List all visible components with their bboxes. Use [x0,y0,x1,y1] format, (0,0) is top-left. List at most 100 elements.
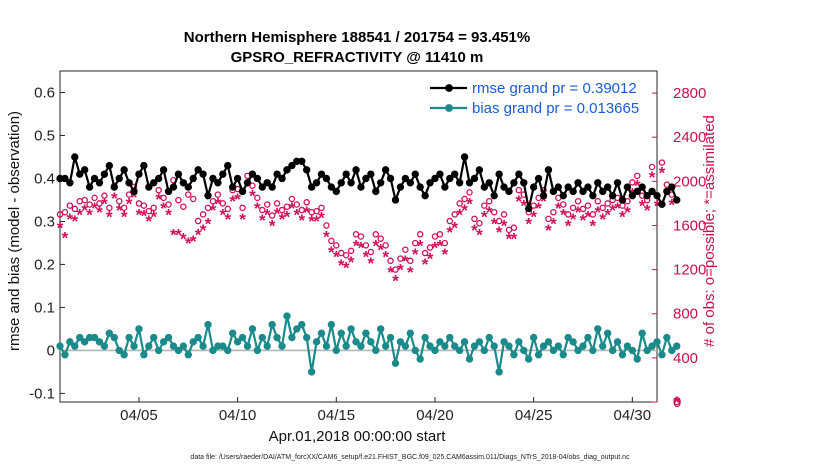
obs-assimilated-point: * [387,263,394,282]
bias-point [337,329,345,337]
obs-possible-point [239,204,246,212]
obs-possible-point [569,204,577,212]
obs-possible-point [658,159,666,166]
rmse-point [455,179,464,187]
obs-possible-point [106,204,113,212]
rmse-point [673,196,681,204]
rmse-point [653,191,661,200]
obs-assimilated-point: * [550,214,557,233]
rmse-point [219,170,227,178]
obs-possible-point [150,204,157,212]
obs-possible-point [402,246,409,253]
bias-point [90,333,99,342]
bias-point [263,342,271,350]
y-tick-label: 0.4 [34,170,55,187]
obs-possible-point [313,207,320,215]
plot-frame [59,70,658,403]
obs-possible-point [579,205,587,213]
obs-possible-point [288,195,296,203]
bias-point [159,338,168,346]
obs-assimilated-point: * [540,192,547,211]
obs-assimilated-point: * [224,210,231,229]
bias-point [169,342,178,350]
x-tick-label: 04/20 [416,407,454,424]
bias-point [312,338,321,346]
bias-point [673,342,681,350]
bias-point [347,325,355,333]
rmse-point [549,187,558,196]
obs-assimilated-point: * [644,201,651,220]
bias-point [174,346,183,355]
obs-assimilated-point: * [555,199,562,218]
obs-assimilated-point: * [274,204,281,223]
rmse-point [529,183,538,191]
rmse-point [145,183,153,191]
bias-point [386,333,395,342]
obs-assimilated-point: * [511,230,518,249]
obs-possible-point [481,202,488,209]
obs-possible-point [564,211,572,218]
obs-possible-point [377,235,384,242]
obs-possible-point [204,204,212,212]
bias-point [599,342,607,350]
bias-point [623,342,632,350]
rmse-point [352,166,360,174]
rmse-point [362,174,370,183]
obs-possible-point [194,217,202,225]
obs-assimilated-point: * [215,194,222,213]
rmse-point [599,187,607,196]
rmse-point [159,166,168,174]
obs-possible-point [392,266,399,273]
obs-possible-point [673,398,680,406]
legend-rmse-marker [445,84,453,92]
obs-possible-point [283,203,291,210]
rmse-point [164,187,173,196]
obs-assimilated-point: * [368,254,375,273]
bias-point [470,342,479,350]
obs-possible-point [268,212,276,219]
obs-assimilated-point: * [377,241,384,260]
obs-possible-point [323,222,330,229]
x-tick-label: 04/25 [515,407,553,424]
obs-possible-point [209,197,217,205]
y-tick-label: 0.1 [34,299,55,316]
rmse-point [337,179,345,187]
obs-assimilated-point: * [496,223,503,242]
rmse-point [436,170,444,178]
bias-point [381,342,390,350]
bias-point [603,329,612,337]
obs-assimilated-point: * [624,203,631,222]
obs-possible-point [485,197,493,205]
obs-assimilated-point: * [560,205,567,224]
obs-assimilated-point: * [308,212,315,231]
obs-assimilated-point: * [57,219,64,238]
obs-assimilated-point: * [254,199,261,218]
rmse-point [140,161,148,170]
rmse-point [283,166,291,174]
obs-assimilated-point: * [609,201,616,220]
rmse-point [544,166,553,174]
obs-possible-point [545,215,552,223]
obs-possible-point [249,182,256,189]
obs-possible-point [471,215,478,223]
obs-possible-point [461,195,468,203]
bias-point [130,342,138,350]
bias-point [228,329,237,337]
y-tick-label: 0.6 [34,84,55,101]
obs-possible-point [66,202,74,209]
bias-point [189,338,197,346]
bias-point [105,329,114,337]
bias-point [618,351,627,359]
y-axis-label: rmse and bias (model - observation) [6,111,23,351]
bias-point [298,320,306,329]
obs-assimilated-point: * [456,205,463,224]
bias-point [194,333,202,342]
bias-point [238,333,247,342]
bias-point [258,333,266,342]
bias-point [574,346,582,355]
bias-point [233,338,242,346]
bias-point [549,346,558,355]
rmse-point [638,183,646,191]
obs-possible-point [115,197,123,205]
bias-point [628,346,637,355]
